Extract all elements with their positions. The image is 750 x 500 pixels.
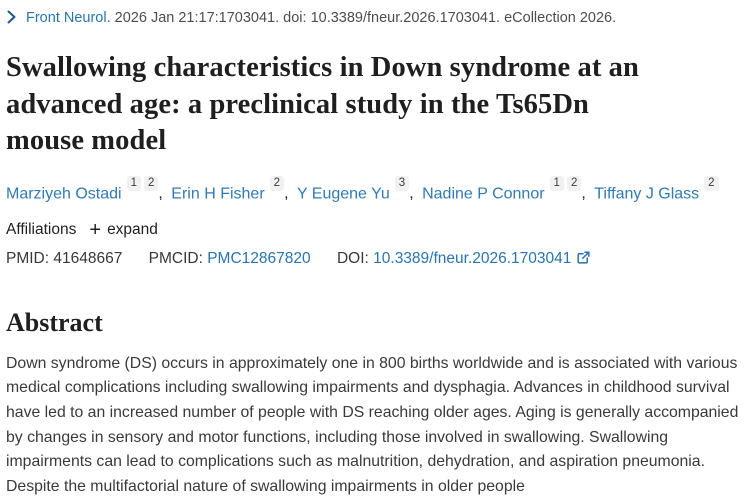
author-link[interactable]: Erin H Fisher: [171, 184, 265, 202]
affiliations-label: Affiliations: [6, 220, 77, 238]
author-separator: ,: [581, 184, 591, 202]
expand-label: expand: [107, 220, 158, 238]
journal-citation-line: Front Neurol. 2026 Jan 21:17:1703041. do…: [6, 9, 745, 29]
pmid-group: PMID: 41648667: [6, 250, 122, 267]
citation-details: 2026 Jan 21:17:1703041. doi: 10.3389/fne…: [114, 10, 617, 26]
author-link[interactable]: Marziyeh Ostadi: [6, 184, 122, 202]
author-link[interactable]: Y Eugene Yu: [296, 184, 390, 202]
affiliation-number-badge[interactable]: 2: [269, 175, 285, 191]
article-title: Swallowing characteristics in Down syndr…: [6, 52, 639, 156]
author-separator: ,: [158, 184, 168, 202]
affiliation-number-badge[interactable]: 2: [566, 175, 582, 191]
affiliation-number-badge[interactable]: 3: [394, 175, 410, 191]
affiliation-number-badge[interactable]: 2: [144, 175, 159, 191]
affiliation-number-badge[interactable]: 2: [704, 175, 719, 191]
pmcid-link[interactable]: PMC12867820: [207, 249, 311, 267]
pmcid-group: PMCID: PMC12867820: [149, 250, 311, 267]
pmid-label: PMID:: [6, 249, 50, 267]
author-separator: ,: [284, 184, 293, 202]
abstract-text: Down syndrome (DS) occurs in approximate…: [6, 354, 739, 495]
pmcid-label: PMCID:: [148, 249, 203, 267]
author-link[interactable]: Nadine P Connor: [422, 184, 545, 202]
abstract-heading: Abstract: [6, 307, 103, 337]
external-link-icon[interactable]: [576, 250, 591, 271]
doi-label: DOI:: [336, 249, 369, 267]
affiliation-number-badge[interactable]: 1: [549, 175, 564, 191]
affiliations-expand-button[interactable]: + expand: [89, 218, 158, 241]
affiliations-row: Affiliations + expand: [6, 220, 745, 240]
chevron-right-icon[interactable]: [6, 10, 17, 29]
author-link[interactable]: Tiffany J Glass: [594, 184, 700, 202]
pmid-value: 41648667: [53, 249, 123, 267]
identifiers-row: PMID: 41648667 PMCID: PMC12867820 DOI: 1…: [6, 249, 745, 271]
affiliation-number-badge[interactable]: 1: [126, 175, 141, 191]
authors-list: Marziyeh Ostadi1 2, Erin H Fisher2, Y Eug…: [6, 175, 745, 205]
journal-link[interactable]: Front Neurol.: [26, 10, 111, 26]
doi-group: DOI: 10.3389/fneur.2026.1703041: [337, 250, 591, 267]
author-separator: ,: [409, 184, 419, 202]
doi-link[interactable]: 10.3389/fneur.2026.1703041: [373, 249, 572, 267]
plus-icon: +: [89, 218, 102, 241]
